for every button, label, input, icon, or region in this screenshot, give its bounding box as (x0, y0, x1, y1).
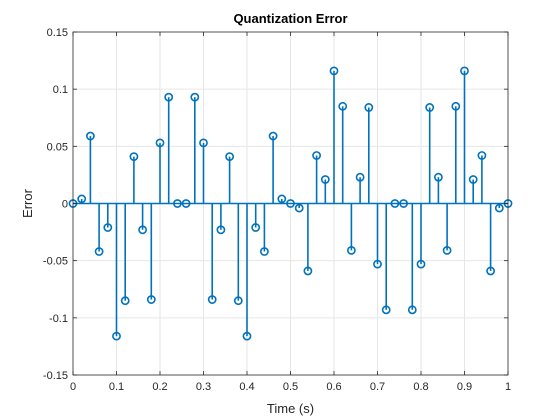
stem-marker (329, 66, 339, 76)
stem-marker (312, 151, 321, 160)
stem-marker (338, 101, 348, 111)
chart-title: Quantization Error (233, 11, 347, 26)
stem-marker (355, 172, 365, 182)
stem-marker (373, 259, 382, 269)
y-tick-label: 0.05 (47, 141, 68, 153)
x-tick-label: 0.1 (109, 381, 124, 393)
stem-marker (251, 223, 261, 232)
stem-marker (416, 259, 426, 269)
x-tick-label: 0 (70, 381, 76, 393)
stem-marker (477, 151, 487, 160)
stem-marker (172, 199, 182, 208)
stem-marker (242, 331, 252, 341)
stem-marker (129, 152, 139, 162)
y-tick-label: -0.1 (49, 313, 68, 325)
x-tick-label: 0.4 (239, 381, 254, 393)
x-tick-label: 0.9 (457, 381, 472, 393)
stem-marker (138, 225, 147, 235)
y-tick-label: 0.1 (53, 84, 68, 96)
tick-labels: 0 0.1 0.2 0.3 0.4 0.5 0.6 0.7 0.8 0.9 1 -0.15 -0.1 -0… (43, 27, 511, 393)
stem-marker (468, 175, 478, 184)
stem-marker (381, 305, 391, 315)
stem-marker (346, 245, 356, 255)
stem-marker (494, 203, 504, 213)
stem-marker (77, 194, 87, 204)
y-tick-label: -0.15 (43, 370, 68, 382)
stem-marker (407, 305, 417, 315)
y-tick-label: 0 (62, 199, 68, 211)
x-tick-label: 0.3 (196, 381, 211, 393)
stem-marker (364, 103, 374, 112)
stem-marker (120, 296, 130, 306)
stem-marker (442, 245, 452, 255)
stem-marker (433, 172, 443, 182)
stem-marker (94, 247, 104, 256)
y-tick-label: -0.05 (43, 256, 68, 268)
x-tick-label: 0.5 (283, 381, 298, 393)
stem-marker (425, 103, 435, 112)
stem-marker (155, 138, 165, 148)
stem-marker (399, 199, 408, 208)
stem-marker (164, 92, 174, 102)
y-axis-label: Error (20, 188, 35, 218)
x-tick-label: 0.8 (413, 381, 428, 393)
stem-series (68, 66, 513, 341)
y-tick-label: 0.15 (47, 27, 68, 39)
x-tick-label: 0.6 (326, 381, 341, 393)
axis-ticks (72, 31, 509, 376)
stem-marker (190, 92, 200, 102)
stem-marker (216, 225, 226, 235)
stem-marker (460, 66, 469, 76)
stem-marker (86, 131, 95, 141)
x-tick-label: 0.7 (370, 381, 385, 393)
stem-marker (259, 247, 269, 256)
stem-marker (112, 331, 121, 341)
stem-marker (451, 101, 461, 111)
x-tick-label: 1 (505, 381, 511, 393)
stem-marker (277, 194, 287, 204)
x-axis-label: Time (s) (267, 401, 314, 416)
stem-marker (199, 138, 208, 148)
stem-marker (103, 223, 113, 232)
stem-marker (303, 266, 313, 276)
stem-marker (146, 295, 156, 304)
stem-marker (320, 175, 330, 184)
stem-marker (181, 199, 191, 208)
stem-marker (268, 131, 278, 141)
stem-marker (486, 266, 495, 276)
stem-marker (225, 152, 234, 162)
stem-marker (390, 199, 400, 208)
stem-marker (233, 296, 243, 306)
stem-marker (207, 295, 217, 304)
stem-marker (294, 203, 304, 213)
stem-marker (286, 199, 295, 208)
x-tick-label: 0.2 (152, 381, 167, 393)
